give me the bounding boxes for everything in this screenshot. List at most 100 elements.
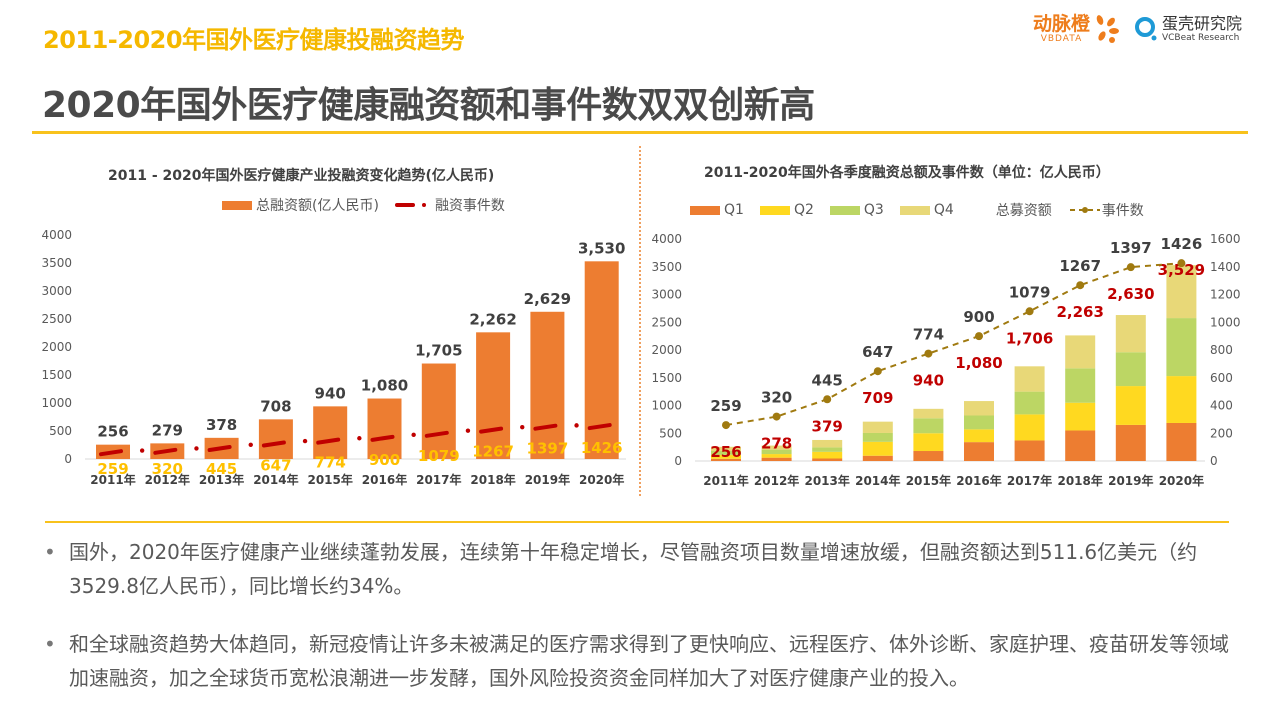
y-tick-label-left: 500	[659, 426, 682, 440]
event-line-dash	[533, 423, 558, 431]
event-line-dot	[194, 446, 199, 451]
title-divider	[32, 131, 1248, 134]
y-tick-label-right: 800	[1210, 343, 1233, 357]
bar-segment-q1	[1014, 440, 1045, 461]
event-value-label: 1426	[581, 439, 623, 457]
total-value-label: 3,529	[1158, 261, 1205, 279]
y-tick-label-left: 3500	[651, 260, 682, 274]
event-value-label: 1267	[1059, 257, 1101, 275]
bar-segment-q1	[761, 457, 792, 461]
event-line-dash	[424, 430, 449, 438]
event-point	[823, 395, 832, 404]
total-value-label: 1,706	[1006, 329, 1053, 347]
y-tick-label-left: 1000	[651, 399, 682, 413]
bar-segment-q4	[761, 445, 792, 450]
bar-segment-q3	[1115, 352, 1146, 387]
legend-item-q2: Q2	[759, 202, 814, 218]
y-tick-label-left: 3000	[651, 288, 682, 302]
bar-segment-q3	[913, 418, 944, 434]
bullet-dot: •	[44, 540, 56, 564]
y-tick-label-left: 2000	[651, 343, 682, 357]
vbdata-logo: 动脉橙 VBDATA	[1033, 14, 1120, 44]
event-value-label: 1079	[1009, 283, 1051, 301]
vcbeat-logo-cn: 蛋壳研究院	[1161, 14, 1242, 33]
bar-segment-q2	[964, 429, 994, 443]
left-chart-title: 2011 - 2020年国外医疗健康产业投融资变化趋势(亿人民币)	[108, 168, 495, 184]
total-value-label: 1,080	[955, 354, 1002, 372]
bar-segment-q4	[1065, 335, 1096, 369]
total-value-label: 940	[913, 372, 944, 390]
x-tick-label: 2020年	[579, 472, 624, 487]
y-tick-label-right: 0	[1210, 454, 1218, 468]
event-line-dash	[99, 449, 123, 457]
event-point	[975, 332, 983, 341]
legend-label: Q2	[793, 202, 814, 218]
y-tick-label-left: 0	[674, 454, 682, 468]
legend-label: Q3	[863, 202, 884, 218]
x-tick-label: 2011年	[703, 473, 748, 488]
y-tick-label-right: 200	[1210, 426, 1233, 440]
event-line-dot	[465, 428, 471, 433]
legend-item-total: 总募资额	[996, 200, 1052, 220]
legend-label: 总募资额	[995, 203, 1052, 219]
bar-value-label: 708	[260, 397, 291, 415]
bar-value-label: 1,705	[415, 342, 462, 360]
total-value-label: 379	[812, 417, 843, 435]
bar-segment-q3	[964, 415, 994, 430]
bullet-dot: •	[44, 632, 56, 656]
bar-segment-q2	[711, 454, 741, 459]
legend-swatch-q4	[899, 205, 930, 215]
event-value-label: 259	[710, 397, 741, 415]
event-value-label: 1079	[418, 447, 460, 465]
bar-segment-q1	[711, 458, 741, 461]
bar-segment-q2	[1014, 414, 1045, 441]
bar-value-label: 3,530	[578, 239, 625, 257]
bar-segment-q2	[761, 454, 792, 458]
bar	[476, 332, 511, 459]
x-tick-label: 2018年	[470, 472, 515, 487]
bullet-text: 国外，2020年医疗健康产业继续蓬勃发展，连续第十年稳定增长，尽管融资项目数量增…	[69, 540, 1198, 598]
left-chart-legend: 总融资额(亿人民币) 融资事件数	[222, 195, 521, 215]
bar-value-label: 256	[97, 423, 128, 441]
legend-swatch-orange	[222, 200, 252, 210]
y-tick-label-right: 1600	[1210, 232, 1241, 246]
x-tick-label: 2015年	[906, 473, 951, 488]
total-value-label: 256	[710, 443, 741, 461]
legend-dashed-dot-icon	[1069, 207, 1100, 213]
legend-item-q4: Q4	[899, 202, 954, 218]
event-value-label: 1267	[472, 443, 514, 461]
event-line-dash	[316, 437, 341, 445]
event-value-label: 647	[260, 457, 291, 475]
event-line-dash	[370, 434, 395, 442]
x-tick-label: 2014年	[855, 473, 900, 488]
bar	[258, 419, 293, 459]
event-line-dash	[587, 423, 612, 431]
event-line-dash	[479, 426, 504, 434]
legend-item-q3: Q3	[829, 202, 884, 218]
x-tick-label: 2012年	[754, 473, 799, 488]
bar-value-label: 2,629	[524, 290, 571, 308]
bar-segment-q3	[1014, 391, 1045, 415]
legend-swatch-q1	[690, 205, 720, 215]
bar-segment-q4	[1166, 265, 1197, 319]
event-value-label: 774	[913, 326, 944, 344]
left-chart: 0 500 1000 1500 2000 2500 3000 3500 4000 256 2011年…	[41, 228, 626, 487]
bar-segment-q4	[711, 446, 741, 452]
bar-segment-q4	[812, 439, 843, 448]
vcbeat-logo: 蛋壳研究院 VCBeat Research	[1134, 15, 1242, 43]
orange-burst-icon	[1096, 15, 1119, 43]
event-point	[1126, 263, 1135, 272]
y-tick-label-left: 2500	[651, 315, 682, 329]
bar-value-label: 378	[206, 416, 237, 434]
event-line-dash	[153, 447, 178, 455]
legend-label: 融资事件数	[434, 198, 505, 214]
legend-item-q1: Q1	[690, 202, 744, 218]
event-point	[722, 421, 730, 430]
legend-swatch-q3	[829, 205, 860, 215]
x-tick-label: 2017年	[416, 472, 461, 487]
event-line-dot	[520, 424, 525, 430]
event-line	[725, 262, 1182, 427]
bar-segment-q1	[862, 455, 893, 461]
event-value-label: 900	[963, 308, 994, 326]
bar-segment-q2	[862, 441, 893, 456]
